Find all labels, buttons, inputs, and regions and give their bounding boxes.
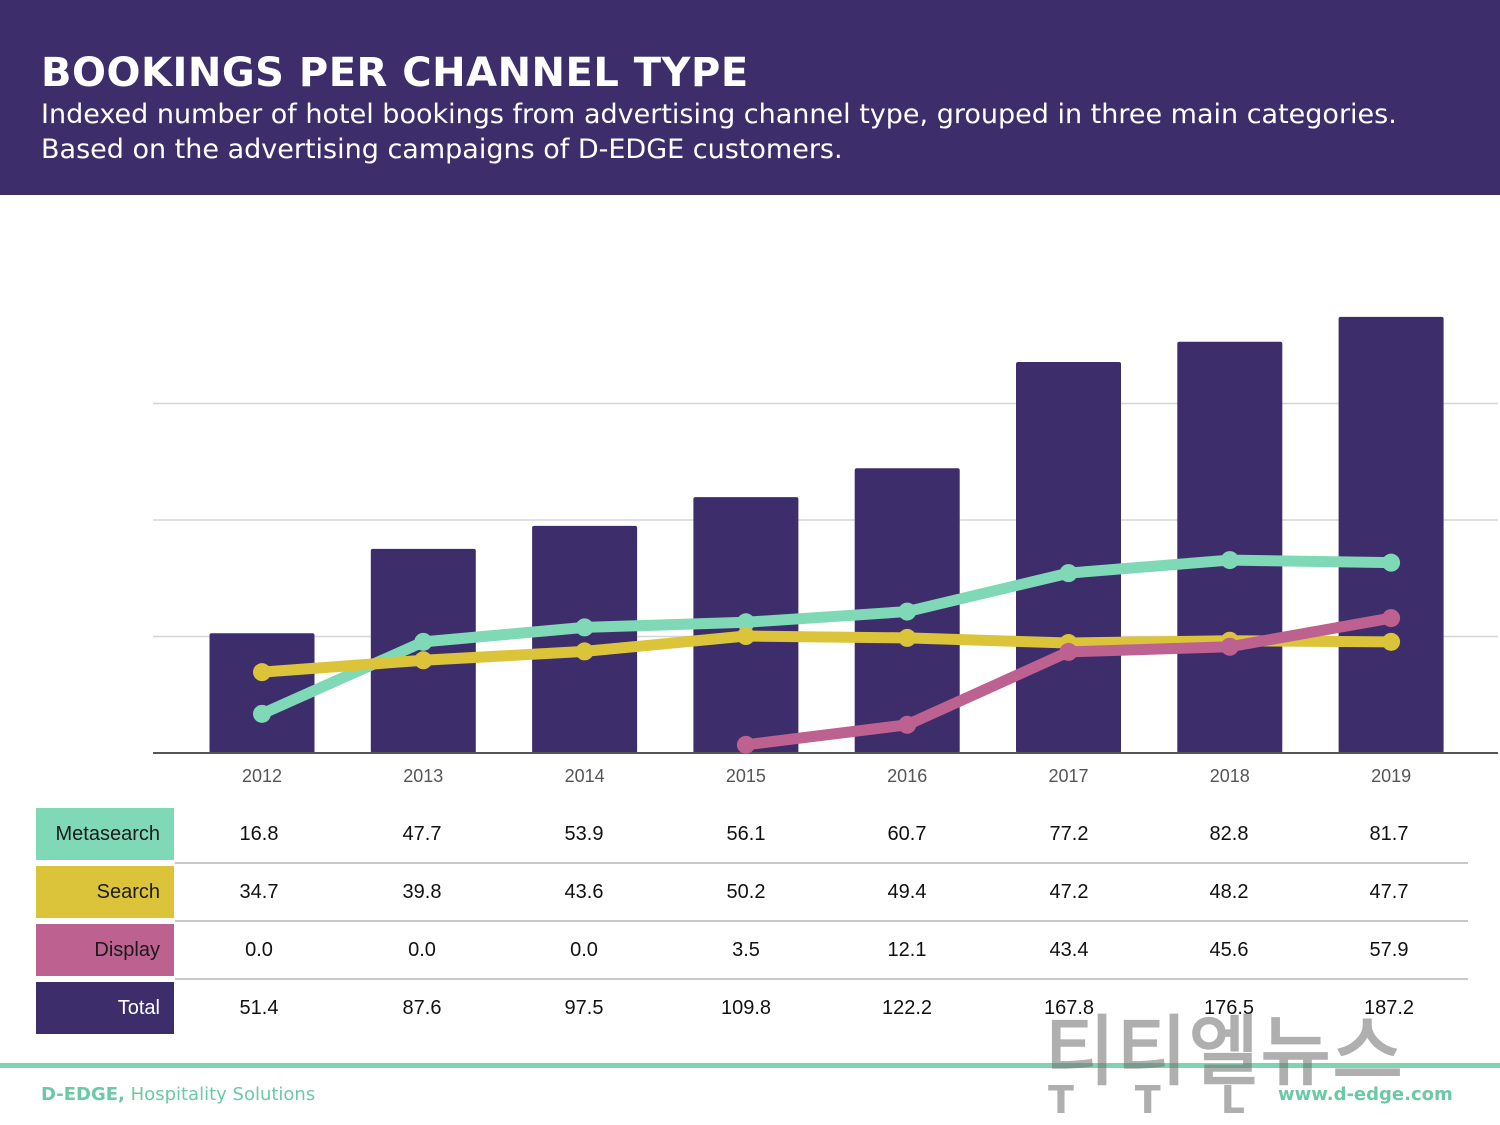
point-search-2015: [736, 627, 755, 646]
header-banner: BOOKINGS PER CHANNEL TYPE Indexed number…: [0, 0, 1500, 195]
line-search: [256, 630, 1397, 678]
table-cell-display-2017: 43.4: [1049, 939, 1089, 961]
point-metasearch-2018: [1220, 551, 1239, 570]
point-search-2016: [898, 628, 917, 647]
legend-total: Total: [36, 982, 174, 1034]
x-tick-label: 2016: [887, 766, 927, 786]
point-display-2018: [1220, 637, 1239, 656]
bar-total-2018: [1177, 341, 1283, 753]
table-cell-metasearch-2015: 56.1: [726, 823, 766, 845]
table-cell-search-2017: 47.2: [1049, 881, 1089, 903]
table-cell-metasearch-2012: 16.8: [239, 823, 279, 845]
table-cell-metasearch-2016: 60.7: [887, 823, 927, 845]
table-cell-display-2014: 0.0: [570, 939, 598, 961]
bar-total-2012: [209, 633, 315, 753]
point-search-2012: [253, 663, 271, 682]
table-cell-total-2013: 87.6: [402, 997, 442, 1019]
bar-total-2019: [1338, 316, 1444, 753]
table-cell-metasearch-2019: 81.7: [1369, 823, 1409, 845]
point-metasearch-2014: [575, 618, 594, 637]
point-metasearch-2019: [1382, 553, 1401, 572]
table-cell-search-2014: 43.6: [564, 881, 604, 903]
table-cell-metasearch-2014: 53.9: [564, 823, 604, 845]
bookings-chart: 2012 2013 2014 2015 2016 2017 2018 2019: [153, 316, 1498, 786]
table-cell-metasearch-2018: 82.8: [1209, 823, 1249, 845]
table-cell-display-2019: 57.9: [1369, 939, 1409, 961]
watermark-korean: 티티엘뉴스: [1045, 1007, 1405, 1096]
table-cell-search-2016: 49.4: [887, 881, 927, 903]
table-cell-display-2015: 3.5: [732, 939, 760, 961]
point-search-2013: [414, 651, 433, 670]
table-cell-display-2016: 12.1: [887, 939, 927, 961]
x-tick-label: 2018: [1210, 766, 1250, 786]
point-display-2017: [1059, 642, 1078, 661]
line-metasearch: [256, 554, 1397, 720]
table-cell-search-2013: 39.8: [402, 881, 442, 903]
x-tick-label: 2017: [1048, 766, 1088, 786]
bar-total-2017: [1016, 362, 1121, 753]
table-cell-search-2012: 34.7: [239, 881, 279, 903]
footer-tagline: Hospitality Solutions: [130, 1084, 316, 1105]
table-cell-total-2014: 97.5: [564, 997, 604, 1019]
footer-website[interactable]: www.d-edge.com: [1278, 1084, 1453, 1105]
x-tick-label: 2013: [403, 766, 443, 786]
table-cell-total-2017: 167.8: [1043, 997, 1095, 1019]
point-search-2019: [1382, 632, 1401, 651]
footer-divider: [0, 1063, 1500, 1068]
table-cell-search-2018: 48.2: [1209, 881, 1249, 903]
table-cell-total-2018: 176.5: [1203, 997, 1255, 1019]
legend-search: Search: [36, 866, 174, 918]
footer-brand: D-EDGE, Hospitality Solutions: [41, 1084, 315, 1105]
point-metasearch-2017: [1059, 564, 1078, 583]
point-display-2016: [898, 715, 917, 734]
x-tick-label: 2014: [565, 766, 605, 786]
table-cell-total-2015: 109.8: [720, 997, 772, 1019]
table-cell-total-2016: 122.2: [881, 997, 933, 1019]
x-tick-label: 2015: [726, 766, 766, 786]
table-cell-metasearch-2017: 77.2: [1049, 823, 1089, 845]
table-cell-metasearch-2013: 47.7: [402, 823, 442, 845]
x-tick-label: 2019: [1371, 766, 1411, 786]
table-row-separator: [175, 978, 1468, 980]
point-metasearch-2012: [253, 704, 271, 723]
table-cell-display-2013: 0.0: [408, 939, 436, 961]
x-tick-label: 2012: [242, 766, 282, 786]
bar-total-2014: [532, 525, 638, 753]
bar-total-2013: [370, 548, 476, 753]
footer-brand-name: D-EDGE,: [41, 1084, 125, 1105]
point-display-2015: [736, 735, 755, 754]
legend-metasearch: Metasearch: [36, 808, 174, 860]
table-cell-search-2019: 47.7: [1369, 881, 1409, 903]
point-metasearch-2015: [736, 613, 755, 632]
point-search-2014: [575, 642, 594, 661]
page-subtitle: Indexed number of hotel bookings from ad…: [41, 99, 1397, 165]
table-cell-display-2012: 0.0: [245, 939, 273, 961]
table-cell-search-2015: 50.2: [726, 881, 766, 903]
table-row-separator: [175, 862, 1468, 864]
table-cell-total-2012: 51.4: [239, 997, 279, 1019]
point-metasearch-2016: [898, 602, 917, 621]
table-cell-display-2018: 45.6: [1209, 939, 1249, 961]
table-row-separator: [175, 920, 1468, 922]
point-display-2019: [1382, 609, 1401, 628]
page-title: BOOKINGS PER CHANNEL TYPE: [41, 50, 749, 96]
point-metasearch-2013: [414, 632, 433, 651]
table-cell-total-2019: 187.2: [1363, 997, 1415, 1019]
legend-display: Display: [36, 924, 174, 976]
watermark-latin: TTL: [1048, 1078, 1305, 1122]
